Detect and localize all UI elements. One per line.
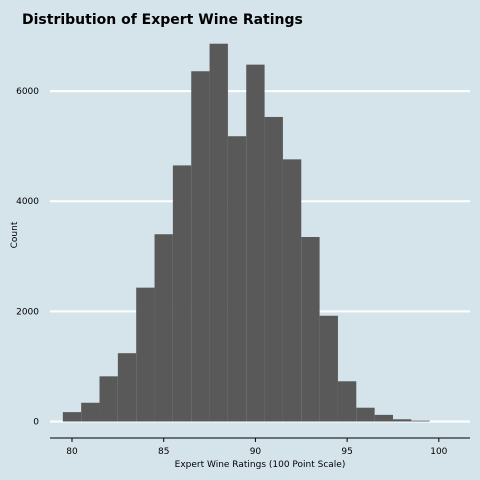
histogram-bar [319, 315, 338, 422]
histogram-bar [191, 71, 210, 422]
histogram-bar [301, 237, 320, 422]
x-tick-label: 100 [430, 447, 447, 457]
histogram-bar [356, 407, 375, 422]
histogram-bar [411, 420, 430, 422]
y-axis-ticks: 0 2000 4000 6000 [16, 87, 39, 427]
x-tick-label: 85 [158, 447, 169, 457]
y-axis-label: Count [10, 221, 20, 248]
histogram-bar [62, 412, 82, 422]
x-tick-label: 90 [250, 447, 262, 457]
y-tick-label: 6000 [16, 87, 39, 97]
histogram-bar [227, 136, 247, 422]
histogram-bars [62, 43, 430, 422]
histogram-bar [172, 165, 192, 422]
chart-title: Distribution of Expert Wine Ratings [22, 12, 303, 28]
x-axis-label: Expert Wine Ratings (100 Point Scale) [175, 460, 346, 470]
histogram-bar [136, 287, 155, 422]
histogram-bar [374, 414, 393, 422]
y-tick-label: 2000 [16, 307, 39, 317]
histogram-bar [117, 353, 137, 422]
histogram-bar [282, 159, 302, 422]
histogram-bar [246, 64, 265, 422]
histogram-bar [392, 419, 412, 422]
x-tick-label: 95 [341, 447, 352, 457]
histogram-bar [154, 234, 173, 422]
histogram-bar [99, 376, 118, 422]
histogram-bar [81, 402, 100, 422]
histogram-bar [264, 116, 283, 422]
histogram-bar [337, 381, 357, 422]
histogram-bar [209, 43, 228, 422]
x-tick-label: 80 [66, 447, 78, 457]
y-tick-label: 4000 [16, 197, 39, 207]
x-axis-ticks: 80 85 90 95 100 [66, 438, 448, 457]
y-tick-label: 0 [33, 417, 39, 427]
